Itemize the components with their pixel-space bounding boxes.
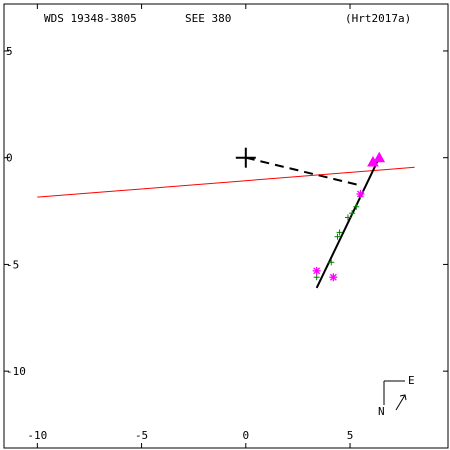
plot-frame-layer <box>3 3 449 449</box>
chart-points-layer <box>235 147 386 282</box>
red-reference-line <box>37 166 415 198</box>
dashed-separation-line <box>245 156 361 187</box>
chart-lines-layer <box>37 156 415 289</box>
x-tick-label: -10 <box>27 429 47 442</box>
magenta-asterisk-point <box>312 266 321 275</box>
header-left: WDS 19348-3805 <box>44 12 137 25</box>
x-tick-label: 5 <box>347 429 354 442</box>
header-right: (Hrt2017a) <box>345 12 411 25</box>
compass-rose: E N <box>378 374 415 418</box>
y-tick-label: -10 <box>6 365 26 378</box>
magenta-asterisk-diagonal-b <box>313 267 321 275</box>
green-plus-point <box>353 203 360 210</box>
header-center: SEE 380 <box>185 12 231 25</box>
plot-frame <box>3 3 449 449</box>
compass-arrow-line <box>395 394 406 411</box>
axis-ticks-layer: -10 -5 0 5 5 0 -5 -10 <box>4 4 448 448</box>
green-plus-point <box>328 259 335 266</box>
green-plus-point <box>334 233 341 240</box>
y-tick-label: -5 <box>6 258 19 271</box>
green-plus-point <box>344 214 351 221</box>
compass-arrow-head <box>399 394 407 401</box>
y-tick-label: 5 <box>6 45 13 58</box>
magenta-triangle-point <box>373 151 386 163</box>
compass-east-label: E <box>408 374 415 387</box>
green-plus-point <box>349 210 356 217</box>
magenta-asterisk-diagonal-b <box>329 273 337 281</box>
orbit-fit-line <box>315 157 381 289</box>
y-tick-label: 0 <box>6 152 13 165</box>
magenta-asterisk-point <box>356 189 365 198</box>
green-plus-point <box>336 229 343 236</box>
magenta-asterisk-point <box>329 273 338 282</box>
compass-north-label: N <box>378 405 385 418</box>
x-tick-label: -5 <box>135 429 148 442</box>
x-tick-label: 0 <box>242 429 249 442</box>
magenta-asterisk-diagonal-b <box>356 190 364 198</box>
green-plus-point <box>313 274 320 281</box>
